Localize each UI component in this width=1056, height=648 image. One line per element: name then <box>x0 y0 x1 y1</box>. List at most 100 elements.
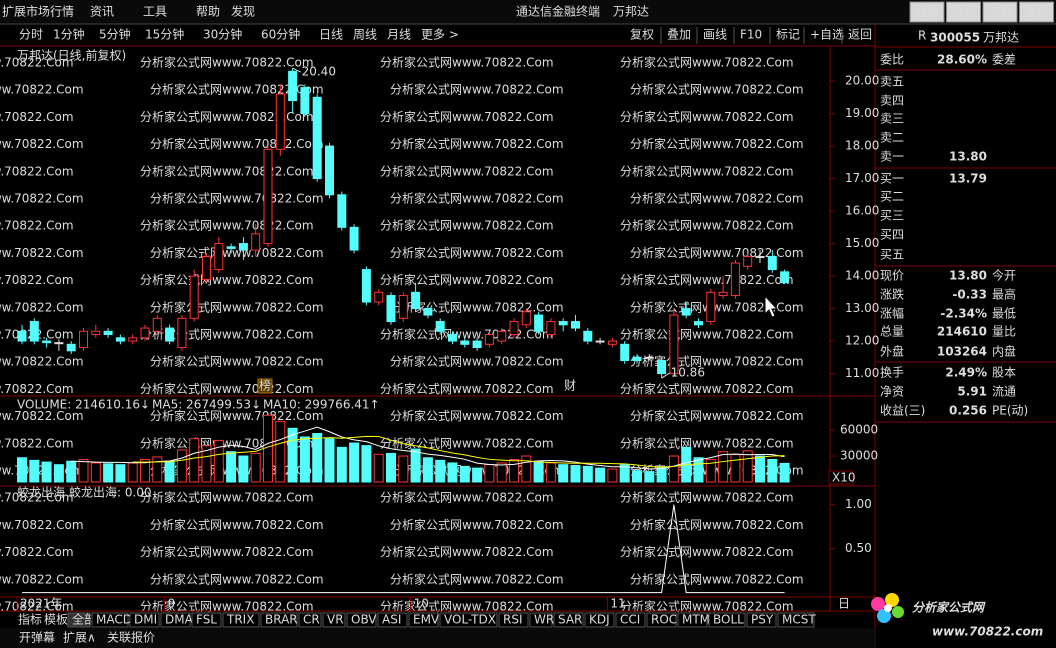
tab-box[interactable] <box>346 612 377 628</box>
menu-button[interactable] <box>1019 1 1054 23</box>
tab[interactable]: MTM <box>682 613 710 627</box>
tab-box[interactable] <box>377 612 408 628</box>
tab[interactable]: MCST <box>782 613 816 627</box>
candle-body <box>263 148 273 245</box>
tab-label[interactable]: 模板 <box>44 613 68 627</box>
tool-button[interactable]: F10 <box>740 28 762 42</box>
tool-button[interactable]: 叠加 <box>667 28 691 42</box>
menu-item[interactable]: 帮助 <box>196 5 220 19</box>
tab-box[interactable] <box>322 612 346 628</box>
tab-box[interactable] <box>191 612 222 628</box>
period-tab[interactable]: 5分钟 <box>99 27 131 42</box>
tab-box[interactable] <box>677 612 708 628</box>
volume-bar <box>410 448 421 483</box>
tab-box[interactable] <box>408 612 439 628</box>
period-tab[interactable]: 周线 <box>353 28 377 42</box>
menu-button-label[interactable]: 资讯 <box>951 5 975 19</box>
candle-body <box>767 256 777 271</box>
tab[interactable]: 全部 <box>72 612 96 627</box>
tab-box[interactable] <box>498 612 529 628</box>
tab[interactable]: VOL-TDX <box>444 613 496 627</box>
tab-box[interactable] <box>160 612 191 628</box>
menu-item[interactable]: 资讯 <box>90 5 114 19</box>
candle-body <box>325 145 334 196</box>
tab[interactable]: SAR <box>558 613 582 627</box>
tab-box[interactable] <box>708 612 746 628</box>
status-item[interactable]: 开弹幕 <box>19 631 55 645</box>
tab-box[interactable] <box>553 612 584 628</box>
menu-item[interactable]: 扩展市场行情 <box>2 4 74 19</box>
tab-box[interactable] <box>222 612 260 628</box>
volume-bar <box>312 433 323 483</box>
candle-body <box>706 291 716 323</box>
menu-button-label[interactable]: 交易 <box>988 4 1012 19</box>
quote-label: 买五 <box>880 248 904 262</box>
tab-box[interactable] <box>584 612 615 628</box>
tab[interactable]: OBV <box>351 613 377 627</box>
tab[interactable]: CCI <box>620 613 640 627</box>
tab[interactable]: WR <box>534 613 554 627</box>
tab[interactable]: KDJ <box>589 613 610 627</box>
tab[interactable]: PSY <box>751 613 774 627</box>
volume-bar <box>213 439 224 483</box>
menu-button[interactable] <box>982 1 1018 23</box>
candle-body <box>300 87 310 115</box>
tab-box[interactable] <box>439 612 498 628</box>
tool-button[interactable]: +自选 <box>810 28 844 42</box>
tab[interactable]: TRIX <box>226 613 254 627</box>
period-tab[interactable]: 分时 <box>19 28 43 42</box>
tab-box[interactable] <box>646 612 677 628</box>
tab[interactable]: MACD <box>96 613 132 627</box>
tab[interactable]: FSL <box>196 613 217 627</box>
menu-button[interactable] <box>909 1 945 23</box>
period-tab[interactable]: 日线 <box>319 28 343 42</box>
tab[interactable]: DMI <box>134 613 157 627</box>
tab-box[interactable] <box>777 612 815 628</box>
period-tab[interactable]: 月线 <box>387 28 411 42</box>
watermark: 分析家公式网www.70822.Com <box>630 408 804 423</box>
tab[interactable]: BOLL <box>713 613 744 627</box>
menu-button[interactable] <box>946 1 981 23</box>
status-item[interactable]: 关联报价 <box>107 630 155 645</box>
period-tab[interactable]: 15分钟 <box>145 27 184 42</box>
watermark: 分析家公式网www.70822.Com <box>140 218 314 233</box>
tab[interactable]: BRAR <box>265 613 298 627</box>
tool-button[interactable]: 标记 <box>776 28 800 42</box>
tab-box[interactable] <box>298 612 322 628</box>
menu-item[interactable]: 工具 <box>143 5 167 19</box>
tab[interactable]: CR <box>303 613 320 627</box>
period-tab[interactable]: 30分钟 <box>203 27 242 42</box>
menu-button-label[interactable]: 行情 <box>915 5 939 19</box>
period-tab[interactable]: 60分钟 <box>261 27 300 42</box>
tool-button[interactable]: 复权 <box>630 28 654 42</box>
tab-box[interactable] <box>91 612 129 628</box>
period-tab[interactable]: 1分钟 <box>53 27 85 42</box>
candle-body <box>214 243 224 271</box>
tab[interactable]: DMA <box>165 613 194 627</box>
tab[interactable]: VR <box>327 613 344 627</box>
candle-body <box>509 321 519 336</box>
tab-box[interactable] <box>260 612 298 628</box>
watermark: 分析家公式网www.70822.Com <box>630 571 804 586</box>
menu-discover[interactable]: 发现 <box>231 4 255 19</box>
menu-button-label[interactable]: 服务 <box>1024 4 1048 19</box>
tab[interactable]: ROC <box>651 613 677 627</box>
tab-box[interactable] <box>746 612 777 628</box>
status-item[interactable]: 扩展∧ <box>63 631 96 645</box>
tab-box[interactable] <box>67 612 91 628</box>
tab-box[interactable] <box>529 612 553 628</box>
tab-box[interactable] <box>129 612 160 628</box>
unit-label: X10 <box>832 471 856 485</box>
tab[interactable]: ASI <box>382 613 401 627</box>
candle-body <box>386 295 396 323</box>
tab[interactable]: EMV <box>413 613 440 627</box>
candle-body <box>140 327 150 339</box>
tool-button[interactable]: 返回 <box>848 28 872 42</box>
tab[interactable]: RSI <box>503 613 523 627</box>
tab-box[interactable] <box>615 612 646 628</box>
period-tab[interactable]: 更多 > <box>421 28 459 42</box>
tab-label[interactable]: 指标 <box>18 612 42 627</box>
tool-button[interactable]: 画线 <box>703 28 727 42</box>
corner-label: 日 <box>838 597 850 611</box>
watermark: 分析家公式网www.70822.Com <box>0 245 84 260</box>
